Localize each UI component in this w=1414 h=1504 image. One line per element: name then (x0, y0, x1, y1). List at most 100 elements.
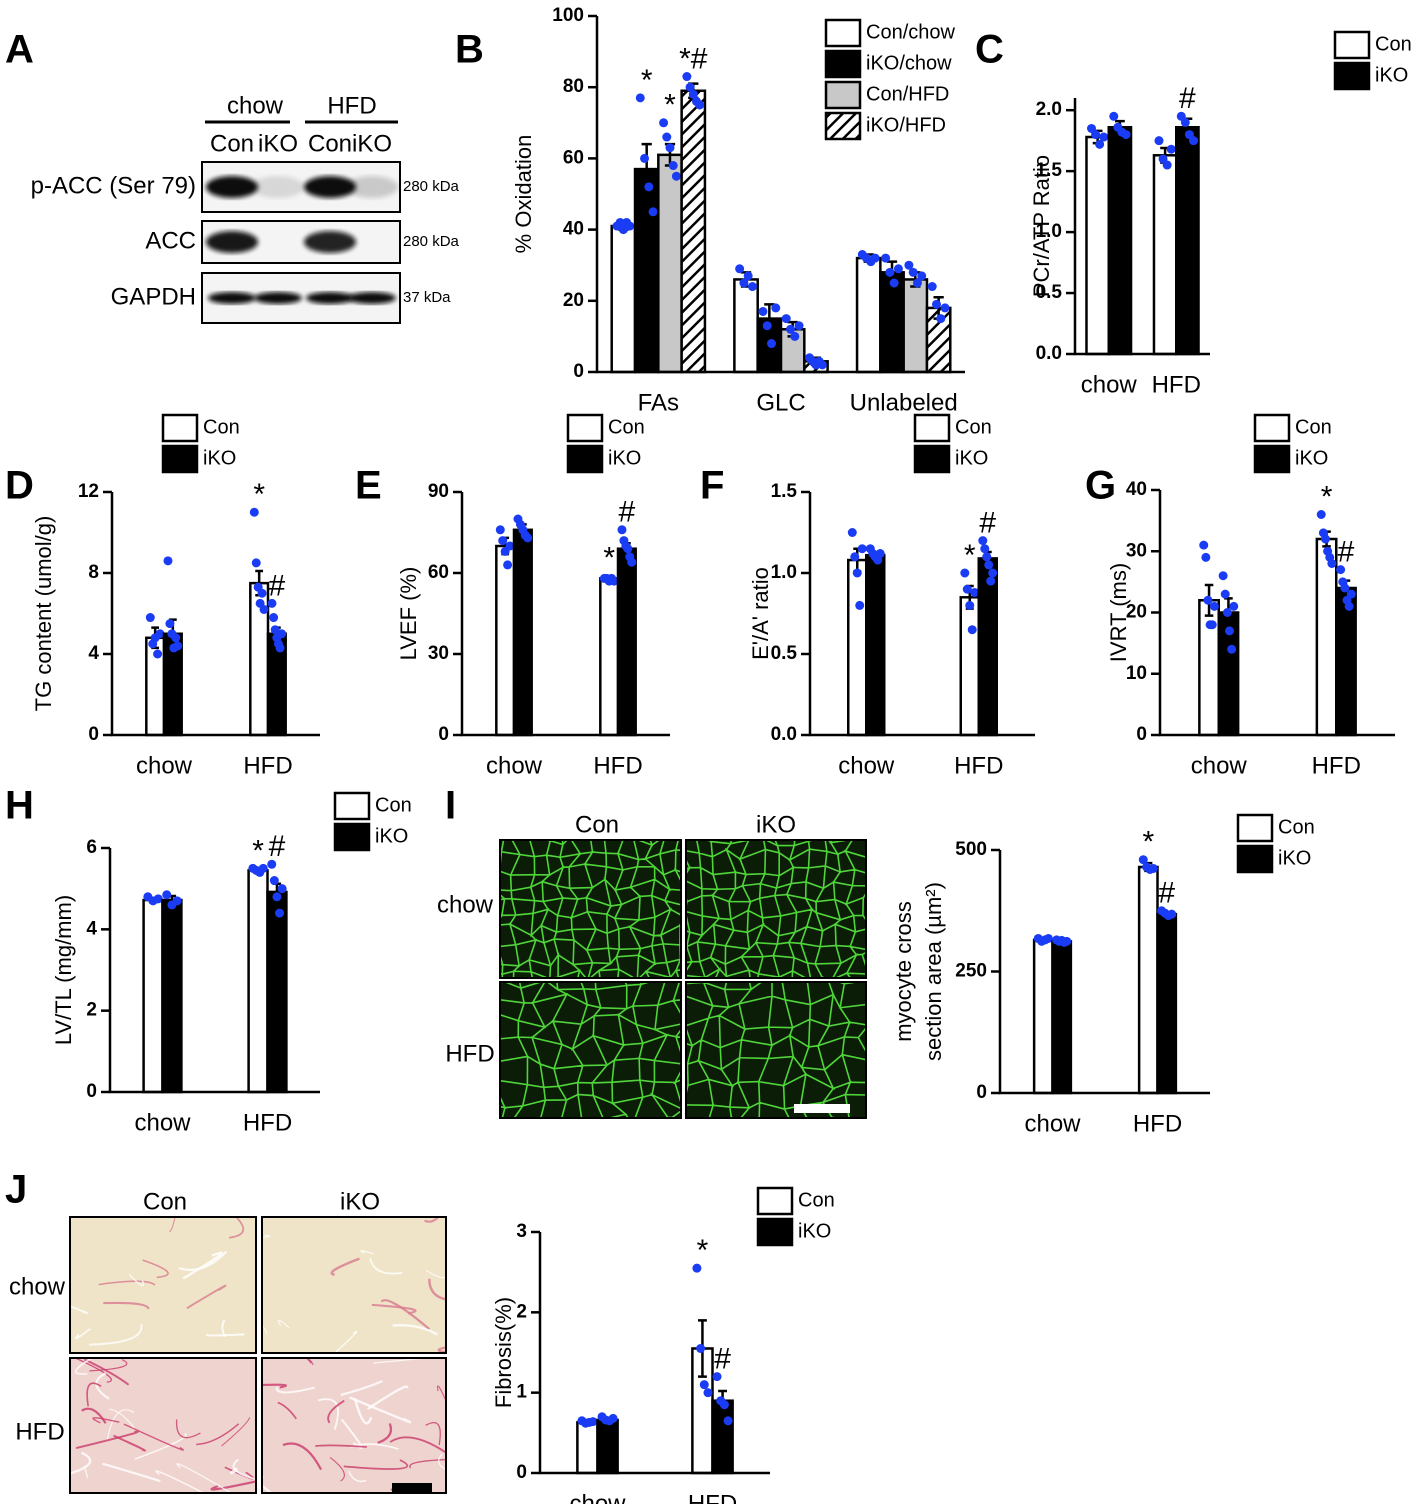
fibre (196, 1423, 240, 1446)
data-point (936, 314, 946, 324)
significance-mark: # (268, 569, 285, 602)
micrograph-frame (69, 1357, 257, 1494)
micrograph-bg (70, 1217, 256, 1353)
data-point (1229, 601, 1239, 611)
x-tick-label: chow (1081, 371, 1138, 398)
bar (865, 553, 886, 737)
data-point (978, 536, 988, 546)
fibre (103, 1301, 150, 1310)
fibre (315, 1444, 367, 1448)
data-point (1336, 565, 1346, 575)
data-point (904, 260, 914, 270)
micrograph-bg (70, 1358, 256, 1493)
blot-row-label: GAPDH (111, 283, 196, 310)
y-tick-label: 4 (88, 643, 99, 664)
panel-letter: G (1085, 464, 1116, 508)
axes (998, 850, 1210, 1095)
x-tick-label: HFD (1133, 1110, 1182, 1137)
data-point (173, 641, 183, 651)
fibre (155, 1470, 206, 1493)
data-point (908, 267, 918, 277)
bar (495, 544, 516, 737)
data-point (1121, 130, 1131, 140)
fibre (389, 1436, 446, 1454)
y-tick-label: 0 (88, 724, 99, 745)
data-point (1327, 559, 1337, 568)
significance-mark: # (1158, 877, 1175, 910)
data-point (495, 525, 505, 535)
legend-swatch (1236, 813, 1274, 843)
data-point (648, 207, 658, 217)
fibre (142, 1259, 169, 1279)
y-axis-label: myocyte cross (891, 901, 916, 1042)
data-point (857, 544, 867, 554)
bar (902, 278, 929, 374)
legend-swatch (161, 444, 199, 474)
fibre (380, 1299, 431, 1331)
fibre (221, 1417, 251, 1447)
y-tick-label: 2.0 (1036, 99, 1062, 120)
y-axis-label: PCr/ATP Ratio (1029, 155, 1054, 297)
fibre (113, 1434, 147, 1452)
significance-mark: * (964, 539, 976, 572)
legend-swatch (1333, 30, 1371, 60)
fibre (392, 1324, 438, 1336)
data-point (1099, 132, 1109, 142)
group-label: HFD (327, 92, 376, 119)
data-point (1167, 909, 1177, 919)
axes (538, 1232, 770, 1475)
data-point (153, 649, 163, 659)
blot-band (346, 176, 398, 198)
data-point (747, 282, 757, 292)
data-point (875, 549, 885, 559)
data-point (743, 271, 753, 281)
significance-mark: * (641, 64, 653, 97)
significance-mark: # (1338, 536, 1355, 569)
data-point (817, 360, 827, 370)
fibre (425, 1421, 441, 1446)
fibre (106, 1409, 135, 1441)
legend-label: iKO (1278, 847, 1311, 869)
lane-label: Con (308, 130, 352, 157)
data-point (855, 600, 865, 610)
y-tick-label: 8 (88, 562, 99, 583)
y-tick-label: 10 (1126, 663, 1147, 684)
significance-mark: # (1179, 82, 1196, 115)
data-point (723, 1416, 733, 1426)
fibre (70, 1451, 92, 1475)
fibre (409, 1458, 446, 1469)
fibre (89, 1323, 143, 1346)
legend-label: Con (203, 416, 240, 438)
micrograph (262, 1358, 446, 1493)
significance-mark: # (979, 507, 996, 540)
fibre (221, 1319, 226, 1338)
fibre (178, 1250, 228, 1272)
y-tick-label: 40 (563, 219, 584, 240)
legend-label: iKO/HFD (866, 114, 946, 136)
data-point (1138, 855, 1148, 865)
significance-mark: * (664, 89, 676, 122)
fibre (262, 1234, 271, 1239)
y-axis-label: E'/A' ratio (748, 567, 773, 660)
micrograph (686, 982, 866, 1118)
fibre (335, 1330, 358, 1353)
bar (247, 869, 269, 1094)
micrograph (70, 1358, 256, 1493)
fibre (176, 1463, 233, 1493)
cell-borders (500, 840, 681, 978)
data-point (962, 584, 972, 594)
data-point (960, 568, 970, 578)
bar (599, 577, 620, 737)
micrograph-bg (262, 1217, 446, 1353)
data-point (771, 303, 781, 313)
data-point (912, 278, 922, 288)
cell-borders (686, 982, 866, 1118)
fibre (128, 1273, 145, 1287)
x-tick-label: HFD (1312, 752, 1361, 779)
data-point (1218, 571, 1228, 581)
y-tick-label: 3 (516, 1221, 527, 1242)
y-tick-label: 2 (86, 1000, 97, 1021)
blot-size-label: 280 kDa (403, 178, 460, 195)
blot-row-label: p-ACC (Ser 79) (31, 172, 196, 199)
micrograph-frame (261, 1216, 447, 1354)
